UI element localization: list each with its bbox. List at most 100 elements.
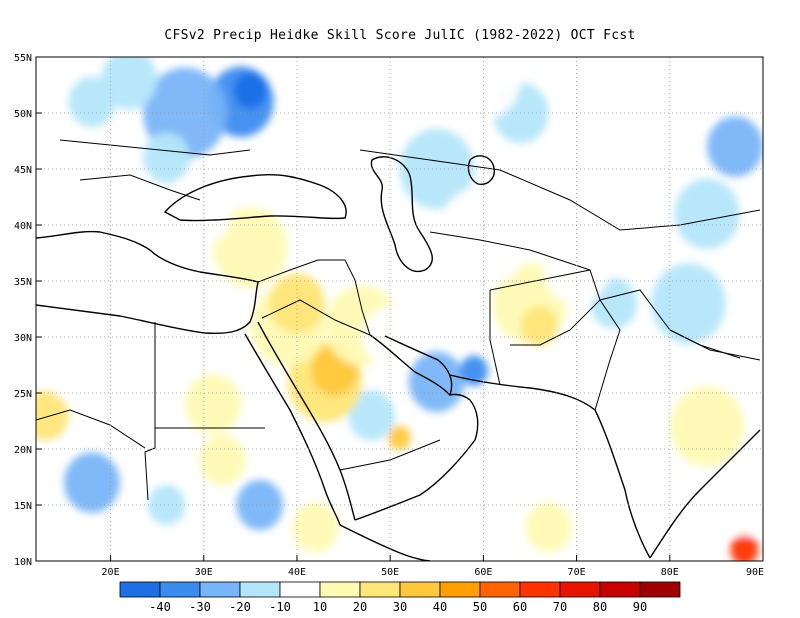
- tick-label-lat-20: 20N: [14, 445, 32, 456]
- tick-label-lat-15: 15N: [14, 501, 32, 512]
- tick-label-lon-20: 20E: [102, 567, 120, 578]
- black-sea-coast: [163, 174, 347, 222]
- red-sea-coast-east: [257, 321, 356, 521]
- skill-region-43: [292, 502, 339, 553]
- tick-label-lat-50: 50N: [14, 109, 32, 120]
- skill-region-47: [595, 474, 652, 536]
- skill-region-11: [408, 351, 465, 413]
- tick-label-lon-40: 40E: [288, 567, 306, 578]
- skill-region-35: [567, 57, 661, 153]
- coastline-layer: [36, 155, 761, 561]
- arabian-peninsula-coast: [354, 393, 479, 521]
- border-saudi-yemen: [339, 439, 441, 471]
- skill-region-40: [185, 373, 242, 435]
- tick-label-lon-30: 30E: [195, 567, 213, 578]
- skill-region-48: [730, 534, 759, 561]
- skill-region-12: [460, 355, 489, 386]
- colorbar-swatch-3: [239, 581, 281, 598]
- colorbar: -40 -30 -20 -10 10 20 30 40 50 60 70 80 90: [119, 581, 681, 614]
- colorbar-label-5: 20: [353, 600, 367, 614]
- colorbar-label-9: 60: [513, 600, 527, 614]
- plot-frame: [35, 56, 764, 562]
- skill-region-8: [674, 178, 740, 250]
- colorbar-swatch-4: [279, 581, 321, 598]
- skill-region-34: [446, 57, 521, 120]
- caspian-sea-coast: [370, 156, 433, 273]
- tick-label-lon-50: 50E: [381, 567, 399, 578]
- tick-label-lat-10: 10N: [14, 557, 32, 568]
- skill-region-41: [199, 435, 246, 486]
- border-saudi-iraq: [261, 299, 371, 336]
- skill-region-9: [651, 263, 726, 344]
- tick-label-lat-40: 40N: [14, 221, 32, 232]
- tick-label-lat-45: 45N: [14, 165, 32, 176]
- aral-sea-coast: [467, 155, 495, 185]
- colorbar-swatch-9: [479, 581, 521, 598]
- axis-ticks: 20E 30E 40E 50E 60E 70E 80E 90E 10N 15N 20N 25N 30N 3…: [14, 53, 764, 578]
- skill-field-layer: [36, 57, 763, 561]
- colorbar-label-2: -20: [229, 600, 251, 614]
- skill-region-22: [213, 207, 288, 288]
- skill-region-14: [236, 479, 283, 531]
- skill-region-5: [143, 132, 190, 183]
- tick-label-lon-60: 60E: [474, 567, 492, 578]
- colorbar-swatch-2: [199, 581, 241, 598]
- india-east-coast: [649, 429, 761, 559]
- red-sea-coast: [244, 333, 341, 526]
- iran-pakistan-coast: [449, 374, 596, 411]
- skill-region-46: [525, 502, 572, 553]
- tick-label-lat-25: 25N: [14, 389, 32, 400]
- colorbar-label-4: 10: [313, 600, 327, 614]
- skill-region-16: [147, 484, 186, 526]
- border-chad: [36, 409, 146, 449]
- colorbar-label-6: 30: [393, 600, 407, 614]
- skill-field-blobs: [36, 57, 763, 561]
- skill-region-27: [520, 305, 558, 346]
- tick-label-lon-80: 80E: [661, 567, 679, 578]
- skill-region-3: [101, 57, 158, 110]
- skill-region-44: [320, 446, 367, 497]
- tick-label-lon-90: 90E: [746, 567, 764, 578]
- skill-region-38: [45, 340, 102, 401]
- border-iraq-iran: [318, 259, 371, 336]
- colorbar-label-0: -40: [149, 600, 171, 614]
- border-nepal: [669, 329, 741, 359]
- colorbar-label-3: -10: [269, 600, 291, 614]
- india-west-coast: [594, 409, 651, 559]
- skill-region-28: [436, 185, 530, 287]
- colorbar-swatch-11: [559, 581, 601, 598]
- tick-label-lat-35: 35N: [14, 277, 32, 288]
- border-europe-north: [59, 139, 251, 156]
- colorbar-label-10: 70: [553, 600, 567, 614]
- colorbar-swatch-5: [319, 581, 361, 598]
- skill-region-15: [63, 452, 120, 513]
- border-iran-afghanistan: [489, 290, 501, 386]
- tick-label-lat-55: 55N: [14, 53, 32, 64]
- skill-region-42: [124, 524, 172, 561]
- skill-region-39: [101, 351, 158, 413]
- skill-region-31: [669, 386, 745, 467]
- africa-horn-coast: [339, 524, 431, 561]
- map-title: CFSv2 Precip Heidke Skill Score JulIC (1…: [164, 28, 636, 43]
- colorbar-swatch-12: [599, 581, 641, 598]
- skill-region-49: [716, 474, 763, 536]
- skill-region-1: [233, 72, 268, 109]
- colorbar-swatch-10: [519, 581, 561, 598]
- skill-region-33: [352, 57, 428, 131]
- colorbar-swatch-1: [159, 581, 201, 598]
- colorbar-label-7: 40: [433, 600, 447, 614]
- mediterranean-coast: [36, 230, 259, 334]
- colorbar-label-1: -30: [189, 600, 211, 614]
- colorbar-swatch-7: [399, 581, 441, 598]
- tick-label-lat-30: 30N: [14, 333, 32, 344]
- skill-region-21: [269, 273, 325, 334]
- border-turkey-syria: [257, 259, 319, 283]
- skill-region-45: [388, 425, 411, 450]
- colorbar-label-11: 80: [593, 600, 607, 614]
- lat-lon-grid: [36, 57, 763, 561]
- border-central-asia: [429, 231, 591, 271]
- border-pakistan-india: [594, 299, 621, 411]
- colorbar-swatch-6: [359, 581, 401, 598]
- colorbar-label-12: 90: [633, 600, 647, 614]
